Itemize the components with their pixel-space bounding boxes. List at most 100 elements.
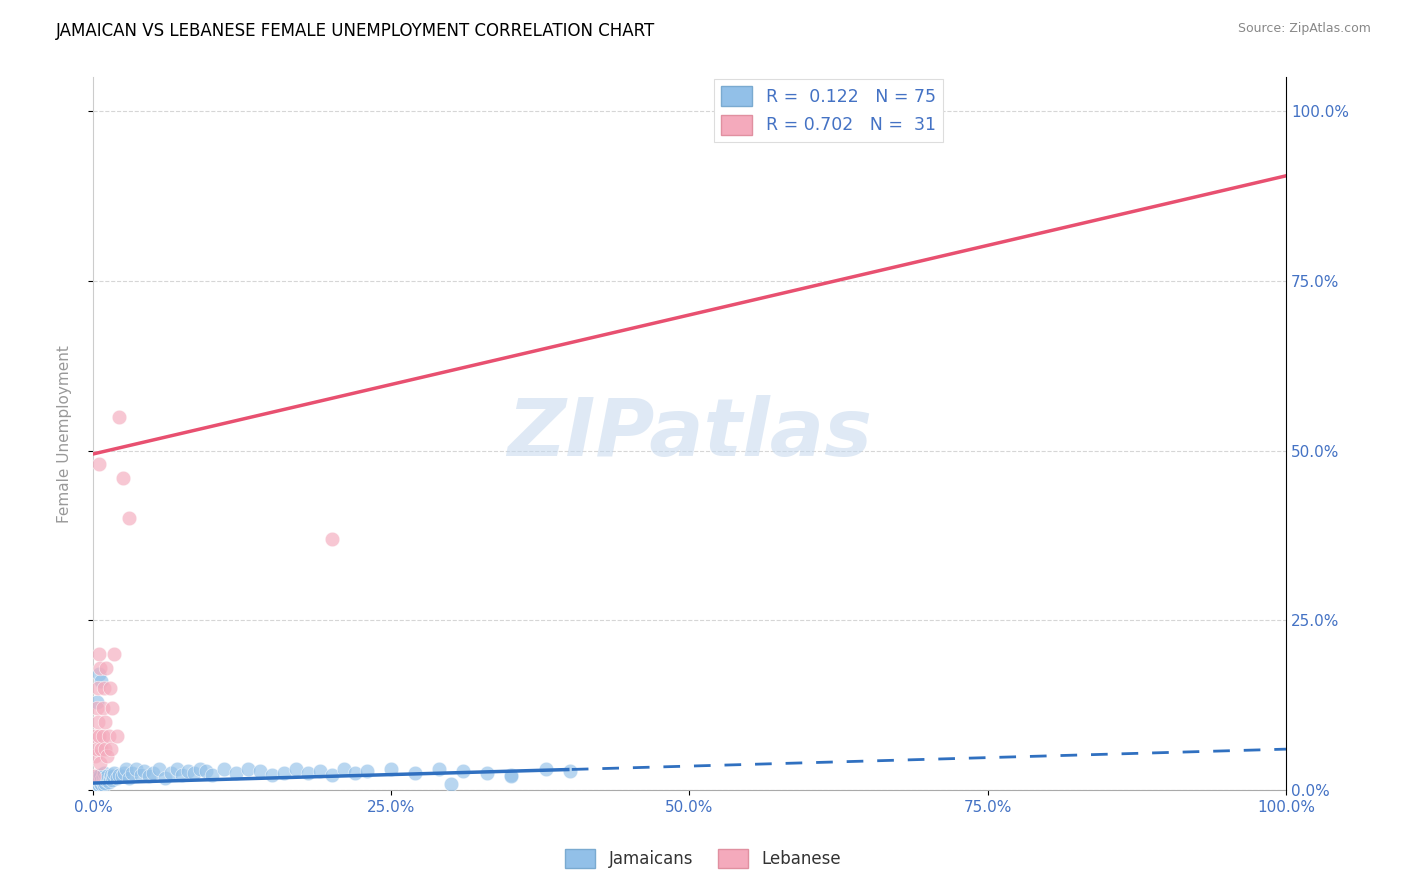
Point — [86, 742, 108, 756]
Point — [87, 771, 110, 785]
Point — [560, 764, 582, 778]
Point — [148, 763, 170, 777]
Point — [96, 769, 118, 783]
Point — [94, 772, 117, 787]
Point — [100, 768, 122, 782]
Point — [87, 778, 110, 792]
Point — [321, 532, 343, 546]
Legend: Jamaicans, Lebanese: Jamaicans, Lebanese — [558, 842, 848, 875]
Point — [121, 765, 143, 780]
Point — [129, 768, 152, 782]
Text: ZIPatlas: ZIPatlas — [508, 394, 872, 473]
Point — [91, 774, 114, 789]
Point — [98, 681, 121, 695]
Point — [108, 409, 131, 424]
Point — [100, 742, 122, 756]
Legend: R =  0.122   N = 75, R = 0.702   N =  31: R = 0.122 N = 75, R = 0.702 N = 31 — [714, 79, 943, 142]
Point — [153, 771, 176, 785]
Point — [190, 763, 212, 777]
Point — [94, 661, 117, 675]
Point — [84, 748, 107, 763]
Point — [297, 765, 319, 780]
Point — [94, 771, 117, 785]
Point — [103, 769, 125, 783]
Point — [86, 701, 108, 715]
Point — [84, 729, 107, 743]
Text: JAMAICAN VS LEBANESE FEMALE UNEMPLOYMENT CORRELATION CHART: JAMAICAN VS LEBANESE FEMALE UNEMPLOYMENT… — [56, 22, 655, 40]
Point — [89, 776, 111, 790]
Point — [273, 765, 295, 780]
Point — [86, 779, 108, 793]
Point — [451, 764, 474, 778]
Point — [83, 780, 105, 794]
Point — [111, 769, 134, 783]
Point — [195, 764, 218, 778]
Point — [91, 769, 114, 783]
Point — [93, 765, 115, 780]
Point — [440, 777, 463, 791]
Point — [103, 647, 125, 661]
Point — [356, 764, 378, 778]
Point — [87, 777, 110, 791]
Point — [134, 764, 156, 778]
Point — [94, 714, 117, 729]
Point — [172, 768, 194, 782]
Text: Source: ZipAtlas.com: Source: ZipAtlas.com — [1237, 22, 1371, 36]
Point — [738, 104, 761, 119]
Point — [97, 774, 120, 789]
Point — [344, 765, 367, 780]
Point — [321, 768, 343, 782]
Point — [87, 667, 110, 681]
Point — [83, 769, 105, 783]
Point — [111, 471, 134, 485]
Point — [499, 769, 522, 783]
Point — [90, 674, 112, 689]
Point — [86, 695, 108, 709]
Point — [89, 661, 111, 675]
Point — [112, 765, 135, 780]
Point — [118, 511, 141, 525]
Point — [108, 768, 131, 782]
Point — [86, 772, 108, 787]
Point — [101, 772, 124, 787]
Point — [90, 742, 112, 756]
Point — [183, 765, 205, 780]
Point — [115, 763, 138, 777]
Point — [101, 701, 124, 715]
Point — [90, 777, 112, 791]
Point — [89, 756, 111, 770]
Point — [404, 765, 426, 780]
Point — [96, 748, 118, 763]
Point — [84, 774, 107, 789]
Point — [89, 768, 111, 782]
Point — [93, 681, 115, 695]
Point — [260, 768, 283, 782]
Point — [536, 763, 558, 777]
Point — [138, 769, 160, 783]
Y-axis label: Female Unemployment: Female Unemployment — [58, 344, 72, 523]
Point — [201, 768, 224, 782]
Point — [103, 765, 125, 780]
Point — [87, 729, 110, 743]
Point — [87, 681, 110, 695]
Point — [225, 765, 247, 780]
Point — [427, 763, 450, 777]
Point — [380, 763, 402, 777]
Point — [118, 771, 141, 785]
Point — [105, 729, 128, 743]
Point — [212, 763, 235, 777]
Point — [91, 701, 114, 715]
Point — [125, 763, 148, 777]
Point — [499, 768, 522, 782]
Point — [332, 763, 354, 777]
Point — [90, 772, 112, 787]
Point — [93, 778, 115, 792]
Point — [249, 764, 271, 778]
Point — [87, 457, 110, 471]
Point — [166, 763, 188, 777]
Point — [475, 765, 498, 780]
Point — [308, 764, 330, 778]
Point — [177, 764, 200, 778]
Point — [94, 742, 117, 756]
Point — [91, 729, 114, 743]
